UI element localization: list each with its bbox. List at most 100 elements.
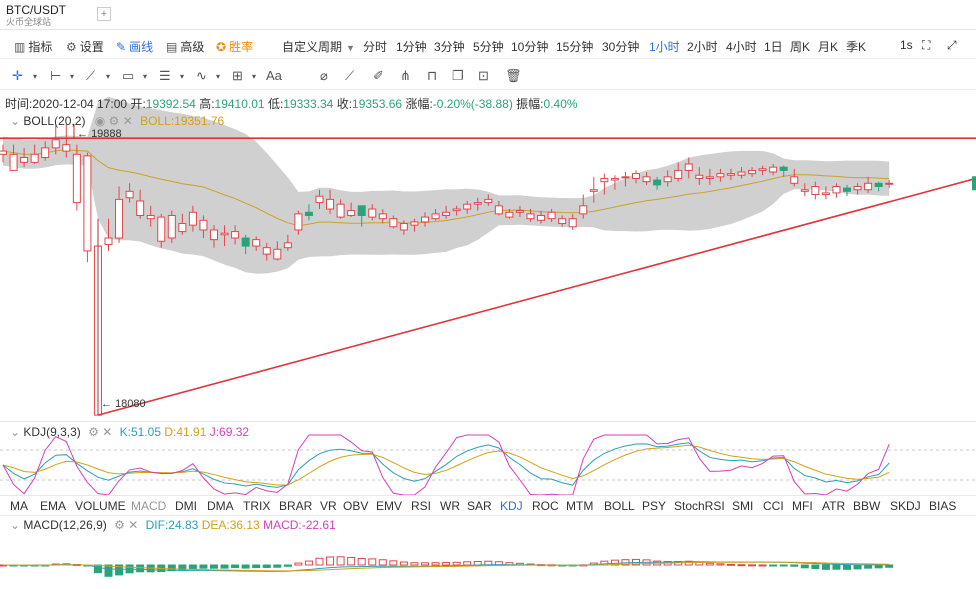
period-6[interactable]: 30分钟: [602, 40, 640, 54]
horizontal-line-icon[interactable]: ⊢: [50, 68, 62, 83]
period-3[interactable]: 5分钟: [473, 40, 504, 54]
collapse-icon[interactable]: ⌄: [10, 114, 21, 128]
indicator-tab-bias[interactable]: BIAS: [929, 499, 957, 513]
chevron-down-icon[interactable]: ▾: [216, 72, 221, 81]
period-8[interactable]: 2小时: [687, 40, 718, 54]
indicator-tab-dma[interactable]: DMA: [207, 499, 234, 513]
trend-line-icon[interactable]: ⟋: [86, 68, 96, 83]
indicator-tab-trix[interactable]: TRIX: [243, 499, 271, 513]
fullscreen-icon[interactable]: ⛶: [922, 38, 931, 52]
chevron-down-icon[interactable]: ▾: [252, 72, 257, 81]
close-icon[interactable]: ✕: [102, 425, 113, 439]
settings-button[interactable]: ⚙ 设置: [66, 38, 104, 55]
gear-icon[interactable]: ⚙: [114, 518, 125, 532]
gear-icon[interactable]: ⚙: [88, 425, 99, 439]
period-11[interactable]: 周K: [790, 40, 811, 54]
indicator-tab-stochrsi[interactable]: StochRSI: [674, 499, 725, 513]
indicator-tab-mfi[interactable]: MFI: [792, 499, 813, 513]
add-tab-button[interactable]: +: [97, 7, 111, 21]
parallel-channel-icon[interactable]: ☰: [159, 68, 171, 83]
pane-divider[interactable]: [0, 515, 976, 516]
crosshair-icon[interactable]: ✛: [12, 68, 23, 83]
indicator-tab-ma[interactable]: MA: [10, 499, 28, 513]
close-icon[interactable]: ✕: [128, 518, 139, 532]
eye-icon[interactable]: ◉: [94, 114, 106, 128]
grid-icon[interactable]: ⊞: [232, 68, 243, 83]
macd-name[interactable]: MACD(12,26,9): [23, 518, 107, 532]
refresh-rate[interactable]: 1s: [900, 38, 913, 52]
chevron-down-icon[interactable]: ▾: [33, 72, 38, 81]
indicator-tab-rsi[interactable]: RSI: [411, 499, 432, 513]
indicator-tab-emv[interactable]: EMV: [376, 499, 403, 513]
candle-body: [600, 177, 609, 183]
kdj-name[interactable]: KDJ(9,3,3): [23, 425, 81, 439]
chevron-down-icon[interactable]: ▾: [180, 72, 185, 81]
expand-icon[interactable]: ⤢: [947, 38, 957, 52]
indicator-tab-ema[interactable]: EMA: [40, 499, 67, 513]
macd-histogram-bar: [705, 562, 714, 566]
indicator-tab-sar[interactable]: SAR: [467, 499, 492, 513]
period-13[interactable]: 季K: [846, 40, 867, 54]
indicator-tab-boll[interactable]: BOLL: [604, 499, 635, 513]
text-tool[interactable]: Aa: [266, 68, 282, 83]
indicator-tab-macd[interactable]: MACD: [131, 499, 167, 513]
close-icon[interactable]: ✕: [122, 114, 133, 128]
measure-icon[interactable]: ⋔: [400, 68, 411, 83]
rectangle-icon[interactable]: ▭: [122, 68, 135, 83]
boll-name[interactable]: BOLL(20,2): [23, 114, 86, 128]
candle-body: [800, 189, 809, 192]
collapse-icon[interactable]: ⌄: [10, 425, 21, 439]
indicator-tab-atr[interactable]: ATR: [822, 499, 846, 513]
indicator-tab-smi[interactable]: SMI: [732, 499, 754, 513]
indicator-tab-cci[interactable]: CCI: [763, 499, 784, 513]
magnet-icon[interactable]: ⌀: [320, 68, 328, 83]
indicator-tab-psy[interactable]: PSY: [642, 499, 667, 513]
indicator-tab-skdj[interactable]: SKDJ: [890, 499, 921, 513]
indicator-tab-brar[interactable]: BRAR: [279, 499, 313, 513]
indicator-tab-wr[interactable]: WR: [440, 499, 460, 513]
candle-body: [674, 169, 683, 179]
period-9[interactable]: 4小时: [726, 40, 757, 54]
wave-icon[interactable]: ∿: [196, 68, 207, 83]
indicator-tab-kdj[interactable]: KDJ: [500, 499, 523, 513]
pane-divider[interactable]: [0, 421, 976, 422]
pen-icon[interactable]: ✐: [373, 68, 384, 83]
lock-icon[interactable]: ⊓: [427, 68, 438, 83]
chevron-down-icon[interactable]: ▾: [70, 72, 75, 81]
indicator-tab-bbw[interactable]: BBW: [853, 499, 881, 513]
hide-icon[interactable]: ⊡: [478, 68, 489, 83]
indicator-tab-mtm[interactable]: MTM: [566, 499, 594, 513]
candle-body: [0, 150, 7, 155]
period-10[interactable]: 1日: [764, 40, 783, 54]
period-2[interactable]: 3分钟: [434, 40, 465, 54]
period-12[interactable]: 月K: [818, 40, 839, 54]
indicator-tab-dmi[interactable]: DMI: [175, 499, 197, 513]
period-1[interactable]: 1分钟: [396, 40, 427, 54]
indicator-tab-volume[interactable]: VOLUME: [75, 499, 126, 513]
premium-button[interactable]: ✪ 胜率: [216, 38, 253, 55]
macd-dea-value: DEA:36.13: [201, 518, 260, 532]
indicator-tab-vr[interactable]: VR: [320, 499, 337, 513]
collapse-icon[interactable]: ⌄: [10, 518, 21, 532]
custom-period-dropdown[interactable]: 自定义周期 ▼: [282, 38, 355, 55]
period-4[interactable]: 10分钟: [511, 40, 549, 54]
symbol-title[interactable]: BTC/USDT: [6, 3, 66, 17]
period-0[interactable]: 分时: [363, 40, 388, 54]
candle-body: [357, 205, 366, 216]
copy-icon[interactable]: ❐: [452, 68, 464, 83]
period-7[interactable]: 1小时: [649, 40, 680, 54]
indicators-button[interactable]: ▥ 指标: [14, 38, 52, 55]
pane-divider[interactable]: [0, 495, 976, 496]
candle-body: [547, 211, 556, 220]
chevron-down-icon[interactable]: ▾: [143, 72, 148, 81]
trash-icon[interactable]: 🗑: [505, 68, 522, 83]
ruler-icon[interactable]: ⟋: [345, 68, 355, 83]
indicator-tab-roc[interactable]: ROC: [532, 499, 559, 513]
period-5[interactable]: 15分钟: [556, 40, 594, 54]
draw-button[interactable]: ✎ 画线: [116, 38, 153, 55]
advanced-button[interactable]: ▤ 高级: [166, 38, 204, 55]
gear-icon[interactable]: ⚙: [108, 114, 120, 128]
chevron-down-icon[interactable]: ▾: [106, 72, 111, 81]
indicator-tab-obv[interactable]: OBV: [343, 499, 369, 513]
